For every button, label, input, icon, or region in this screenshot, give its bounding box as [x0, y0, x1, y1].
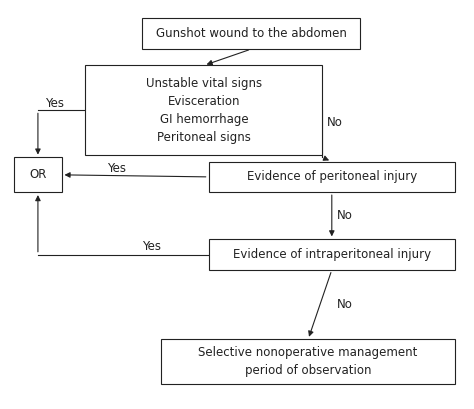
- FancyBboxPatch shape: [14, 157, 62, 192]
- Text: Yes: Yes: [142, 240, 161, 253]
- FancyBboxPatch shape: [161, 339, 455, 384]
- FancyBboxPatch shape: [142, 18, 360, 49]
- FancyBboxPatch shape: [209, 162, 455, 192]
- FancyBboxPatch shape: [209, 239, 455, 270]
- Text: Evidence of intraperitoneal injury: Evidence of intraperitoneal injury: [233, 248, 431, 261]
- Text: OR: OR: [29, 169, 46, 181]
- FancyBboxPatch shape: [85, 65, 322, 155]
- Text: Gunshot wound to the abdomen: Gunshot wound to the abdomen: [156, 27, 346, 40]
- Text: Evidence of peritoneal injury: Evidence of peritoneal injury: [246, 171, 417, 183]
- Text: Yes: Yes: [107, 162, 126, 175]
- Text: Unstable vital signs
Evisceration
GI hemorrhage
Peritoneal signs: Unstable vital signs Evisceration GI hem…: [146, 77, 262, 144]
- Text: No: No: [337, 298, 352, 311]
- Text: No: No: [337, 209, 352, 222]
- Text: No: No: [327, 116, 343, 129]
- Text: Yes: Yes: [45, 97, 64, 110]
- Text: Selective nonoperative management
period of observation: Selective nonoperative management period…: [199, 346, 418, 378]
